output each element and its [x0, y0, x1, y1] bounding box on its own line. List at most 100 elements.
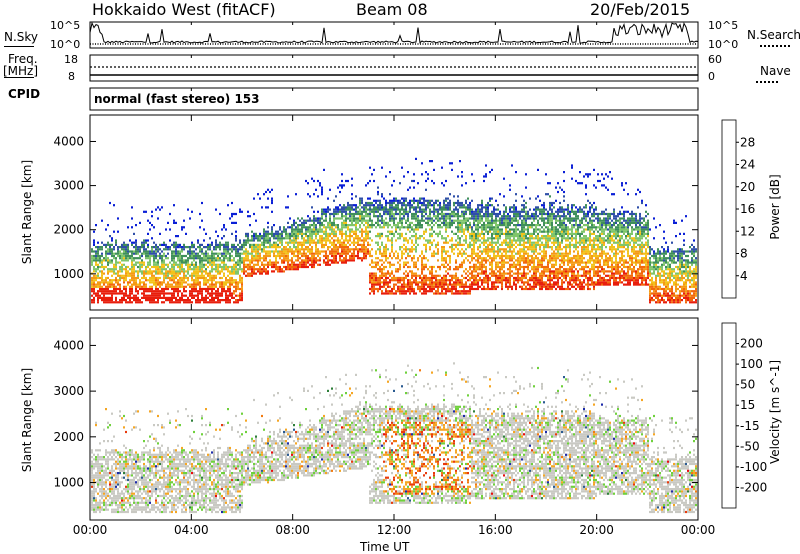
power-cell: [153, 226, 155, 229]
power-cell: [331, 248, 333, 251]
power-cell: [489, 221, 491, 224]
power-cell: [523, 210, 525, 213]
power-cell: [213, 276, 215, 280]
power-cell: [461, 215, 463, 218]
power-cell: [171, 268, 173, 271]
power-cell: [483, 206, 485, 209]
power-cell: [331, 259, 333, 262]
power-cell: [397, 226, 399, 229]
power-cell: [471, 199, 473, 202]
power-cell: [415, 250, 417, 253]
power-cell: [223, 272, 225, 275]
power-cell: [203, 299, 205, 302]
power-cell: [495, 235, 497, 238]
power-cell: [369, 197, 371, 200]
power-cell: [525, 276, 527, 280]
power-cell: [287, 268, 289, 271]
power-cell: [405, 212, 407, 216]
power-cell: [157, 263, 159, 266]
power-cell: [437, 285, 439, 288]
power-cell: [499, 268, 501, 271]
power-cell: [195, 261, 197, 264]
power-cell: [263, 230, 265, 233]
power-cell: [457, 252, 459, 255]
power-cell: [361, 232, 363, 235]
power-cell: [463, 283, 465, 286]
power-cell: [343, 224, 345, 227]
power-cell: [213, 299, 215, 302]
power-cell: [201, 292, 203, 295]
power-cell: [179, 257, 181, 260]
power-cell: [265, 250, 267, 253]
power-cell: [417, 219, 419, 222]
power-cell: [303, 226, 305, 229]
power-cell: [261, 263, 263, 266]
power-cell: [249, 272, 251, 275]
power-cell: [457, 235, 459, 238]
power-cell: [453, 281, 455, 284]
power-cell: [491, 246, 493, 249]
power-cell: [411, 241, 413, 244]
power-cell: [91, 276, 93, 280]
power-cell: [449, 217, 451, 220]
power-cell: [399, 215, 401, 218]
power-cell: [477, 261, 479, 264]
power-cell: [387, 224, 389, 227]
power-cell: [489, 250, 491, 253]
power-cell: [333, 199, 335, 202]
power-cell: [199, 285, 201, 288]
power-cell: [413, 217, 415, 220]
power-cell: [401, 212, 403, 216]
power-cell: [227, 287, 229, 291]
power-cell: [325, 208, 327, 211]
power-cell: [345, 230, 347, 233]
power-cell: [521, 226, 523, 229]
power-cell: [135, 296, 137, 299]
power-cell: [459, 224, 461, 227]
power-cell: [469, 226, 471, 229]
power-cell: [297, 265, 299, 269]
power-cell: [427, 259, 429, 262]
power-cell: [311, 259, 313, 262]
power-cell: [485, 219, 487, 222]
power-cell: [231, 243, 233, 246]
power-cell: [487, 283, 489, 286]
power-cell: [229, 276, 231, 280]
power-cell: [371, 281, 373, 284]
power-cell: [477, 274, 479, 277]
power-cell: [493, 254, 495, 258]
power-cell: [179, 290, 181, 293]
power-cell: [157, 248, 159, 251]
power-cell: [413, 230, 415, 233]
power-cell: [181, 268, 183, 271]
power-cell: [419, 254, 421, 258]
power-cell: [135, 224, 137, 227]
power-cell: [515, 215, 517, 218]
power-cell: [299, 230, 301, 233]
nsky-underline: [4, 46, 34, 47]
power-cell: [381, 268, 383, 271]
power-cell: [183, 294, 185, 297]
power-cell: [105, 281, 107, 284]
power-cell: [343, 239, 345, 242]
power-cell: [239, 296, 241, 299]
power-cell: [155, 243, 157, 246]
power-cell: [535, 241, 537, 244]
power-cell: [403, 292, 405, 295]
power-cell: [529, 217, 531, 220]
power-cell: [181, 283, 183, 286]
power-cell: [349, 243, 351, 246]
power-cell: [197, 276, 199, 280]
power-cell: [495, 224, 497, 227]
power-cell: [511, 206, 513, 209]
power-cell: [443, 248, 445, 251]
power-cell: [331, 230, 333, 233]
power-cell: [389, 252, 391, 255]
power-cell: [283, 257, 285, 260]
power-cell: [523, 261, 525, 264]
power-cell: [339, 252, 341, 255]
power-cell: [461, 283, 463, 286]
power-cell: [371, 274, 373, 277]
power-cell: [319, 259, 321, 262]
power-cell: [497, 226, 499, 229]
